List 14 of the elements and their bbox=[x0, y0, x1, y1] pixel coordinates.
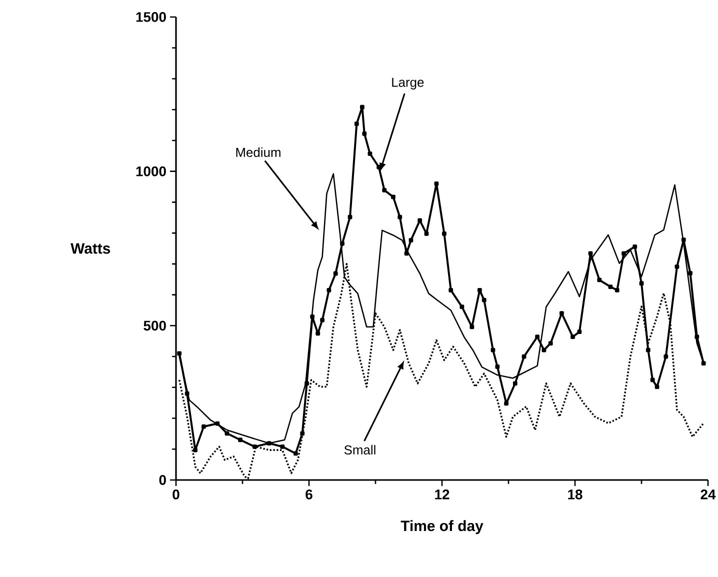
y-tick-label: 1500 bbox=[136, 12, 166, 22]
x-tick-label: 0 bbox=[172, 489, 180, 500]
y-tick-label: 0 bbox=[159, 475, 166, 485]
x-tick-label: 24 bbox=[700, 489, 716, 500]
y-tick-label: 1000 bbox=[136, 166, 166, 176]
annotation: Small bbox=[344, 444, 376, 455]
x-tick-label: 12 bbox=[435, 489, 450, 500]
y-axis-title: Watts bbox=[70, 243, 110, 254]
annotation: Medium bbox=[236, 147, 280, 157]
x-tick-label: 6 bbox=[306, 489, 312, 500]
annotation: Large bbox=[392, 78, 424, 90]
x-tick-label: 18 bbox=[568, 489, 582, 500]
x-axis-title: Time of day bbox=[400, 520, 484, 534]
y-tick-label: 500 bbox=[144, 320, 166, 331]
